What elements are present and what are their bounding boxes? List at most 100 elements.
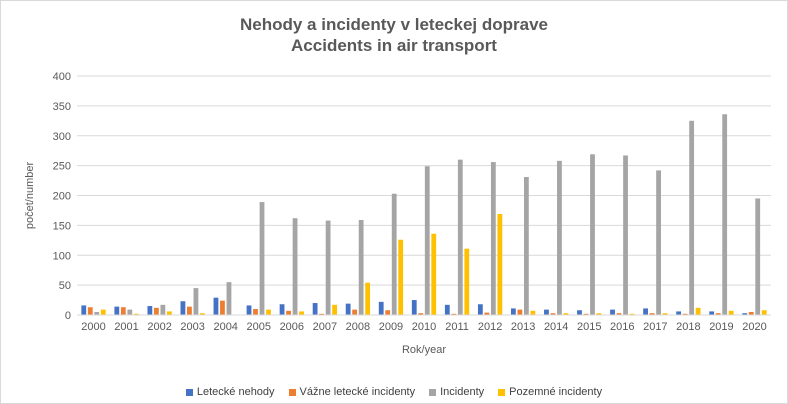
bar <box>742 313 748 315</box>
bar <box>583 313 589 315</box>
legend-label: Letecké nehody <box>196 386 275 398</box>
legend-swatch <box>288 388 296 396</box>
bar <box>530 310 536 315</box>
bar <box>682 313 688 315</box>
chart-subtitle: Accidents in air transport <box>291 36 497 55</box>
y-tick-label: 200 <box>53 191 71 203</box>
legend-item: Vážne letecké incidenty <box>288 386 415 398</box>
bar <box>259 202 265 315</box>
bar <box>662 313 668 315</box>
bar <box>153 307 159 315</box>
x-tick-label: 2008 <box>346 321 370 333</box>
bar <box>187 306 192 315</box>
bar <box>193 288 199 315</box>
bar <box>523 176 529 315</box>
y-tick-label: 350 <box>53 101 71 113</box>
x-tick-label: 2010 <box>412 321 436 333</box>
bar <box>715 313 721 315</box>
bar <box>114 306 120 315</box>
bar <box>147 306 153 315</box>
y-tick-label: 400 <box>53 71 71 83</box>
bar <box>649 313 655 315</box>
x-tick-label: 2020 <box>742 321 766 333</box>
bar <box>133 313 139 315</box>
bar <box>391 193 397 315</box>
bar <box>550 313 556 315</box>
bar <box>385 310 391 315</box>
bar <box>629 313 635 315</box>
y-tick-label: 300 <box>53 131 71 143</box>
bar <box>709 311 715 315</box>
legend-item: Pozemné incidenty <box>498 386 602 398</box>
bar <box>120 307 126 315</box>
bar <box>226 282 232 315</box>
bar <box>497 214 503 315</box>
bar <box>676 311 682 315</box>
bar <box>695 307 701 315</box>
bar <box>431 233 437 315</box>
bar <box>266 309 271 315</box>
bar <box>484 312 490 315</box>
bar <box>464 248 470 315</box>
bar <box>761 310 767 315</box>
bar <box>748 312 754 315</box>
legend-label: Pozemné incidenty <box>509 386 603 398</box>
bar <box>596 313 602 315</box>
y-axis-ticks: 0 50 100 150 200 250 300 350 400 <box>53 71 71 322</box>
bar <box>127 309 133 315</box>
bar <box>352 309 358 315</box>
bar <box>253 309 258 315</box>
bar <box>490 162 496 315</box>
bar <box>616 313 622 315</box>
chart-title: Nehody a incidenty v leteckej doprave <box>239 15 548 34</box>
bar <box>510 308 516 315</box>
x-tick-label: 2019 <box>709 321 733 333</box>
bar <box>643 308 648 315</box>
bar <box>544 309 549 315</box>
bar <box>286 310 291 315</box>
bar <box>345 303 351 315</box>
bar <box>457 159 463 315</box>
legend-item: Incidenty <box>429 386 484 398</box>
bar <box>656 170 661 315</box>
x-tick-label: 2015 <box>577 321 601 333</box>
y-tick-label: 150 <box>53 220 71 232</box>
bar <box>325 220 331 315</box>
bar <box>398 239 404 315</box>
legend-swatch <box>429 388 437 396</box>
x-tick-label: 2009 <box>379 321 403 333</box>
bar <box>557 160 562 315</box>
x-tick-label: 2004 <box>213 321 237 333</box>
x-tick-label: 2006 <box>280 321 304 333</box>
bar <box>332 304 338 315</box>
bar <box>577 310 582 315</box>
x-axis-ticks: 2000 2001 2002 2003 2004 2005 2006 2007 2008 2009… <box>81 321 766 333</box>
bar <box>81 305 87 315</box>
x-tick-label: 2016 <box>610 321 634 333</box>
bar <box>292 218 298 315</box>
bar <box>444 304 450 315</box>
bar <box>299 311 304 315</box>
bar <box>424 166 430 315</box>
x-tick-label: 2012 <box>478 321 502 333</box>
bar <box>563 313 569 315</box>
y-tick-label: 100 <box>53 250 71 262</box>
bar <box>100 309 106 315</box>
y-tick-label: 0 <box>65 310 71 322</box>
legend-swatch <box>185 388 193 396</box>
bar <box>722 114 728 316</box>
bar <box>728 310 734 315</box>
bar <box>319 313 325 315</box>
bar <box>411 300 417 315</box>
y-tick-label: 250 <box>53 161 71 173</box>
x-tick-label: 2001 <box>114 321 138 333</box>
x-tick-label: 2013 <box>511 321 535 333</box>
legend-label: Incidenty <box>440 386 485 398</box>
x-tick-label: 2018 <box>676 321 700 333</box>
bar <box>213 297 219 315</box>
bar <box>517 309 523 315</box>
bar <box>180 301 186 315</box>
legend-swatch <box>498 388 506 396</box>
y-axis-label: počet/number <box>24 162 36 230</box>
